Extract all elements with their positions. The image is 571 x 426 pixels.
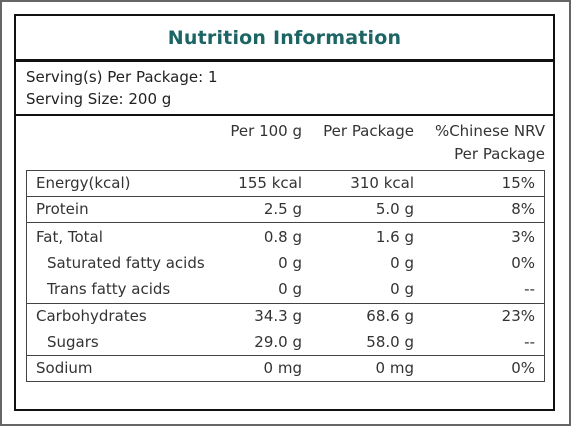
value-per-package: 0 mg [375,359,414,377]
value-per-100g: 0 g [278,280,302,298]
col-header-per-100g: Per 100 g [230,122,302,140]
value-per-package: 5.0 g [375,200,414,218]
row-divider [26,222,545,223]
value-per-package: 1.6 g [375,228,414,246]
row-divider [26,170,545,171]
table-row-energy: Energy(kcal) 155 kcal 310 kcal 15% [26,170,545,196]
value-per-package: 68.6 g [366,307,414,325]
nutrient-table: Energy(kcal) 155 kcal 310 kcal 15% Prote… [26,170,545,382]
table-row-trans-fatty-acids: Trans fatty acids 0 g 0 g -- [26,276,545,302]
table-left-border [26,170,27,382]
serving-info: Serving(s) Per Package: 1 Serving Size: … [26,66,218,110]
value-per-package: 0 g [390,280,414,298]
table-header: Per 100 g Per Package %Chinese NRV Per P… [26,120,545,170]
value-per-package: 58.0 g [366,333,414,351]
value-nrv: 8% [511,200,535,218]
value-per-100g: 34.3 g [254,307,302,325]
nutrient-name: Sodium [36,359,93,377]
row-divider [26,196,545,197]
value-per-100g: 155 kcal [238,174,302,192]
value-nrv: 0% [511,254,535,272]
nutrient-name: Saturated fatty acids [47,254,205,272]
value-per-package: 0 g [390,254,414,272]
value-nrv: 3% [511,228,535,246]
table-right-border [544,170,545,382]
nutrient-name: Sugars [47,333,99,351]
value-per-100g: 0 mg [263,359,302,377]
value-per-100g: 0 g [278,254,302,272]
nutrient-name: Fat, Total [36,228,103,246]
table-row-carbohydrates: Carbohydrates 34.3 g 68.6 g 23% [26,303,545,329]
table-row-sugars: Sugars 29.0 g 58.0 g -- [26,329,545,355]
nutrition-panel: Nutrition Information Serving(s) Per Pac… [14,14,555,411]
row-divider [26,355,545,356]
nutrient-name: Carbohydrates [36,307,147,325]
value-nrv: 15% [501,174,535,192]
table-row-fat-total: Fat, Total 0.8 g 1.6 g 3% [26,224,545,250]
value-per-100g: 2.5 g [263,200,302,218]
table-bottom-border [26,381,545,382]
value-nrv: -- [524,280,535,298]
value-nrv: 23% [501,307,535,325]
title-divider [16,59,553,62]
serving-divider [16,114,553,116]
nutrient-name: Protein [36,200,89,218]
table-row-saturated-fatty-acids: Saturated fatty acids 0 g 0 g 0% [26,250,545,276]
value-per-100g: 0.8 g [263,228,302,246]
col-header-nrv-line1: %Chinese NRV [434,122,545,140]
row-divider [26,303,545,304]
panel-title: Nutrition Information [167,27,402,49]
col-header-per-package: Per Package [323,122,414,140]
col-header-nrv: %Chinese NRV Per Package [416,120,545,166]
serving-size: Serving Size: 200 g [26,90,172,108]
value-per-100g: 29.0 g [254,333,302,351]
nutrient-name: Trans fatty acids [47,280,171,298]
servings-per-package: Serving(s) Per Package: 1 [26,68,218,86]
value-nrv: 0% [511,359,535,377]
table-row-sodium: Sodium 0 mg 0 mg 0% [26,355,545,381]
value-nrv: -- [524,333,535,351]
nutrient-name: Energy(kcal) [36,174,131,192]
col-header-nrv-line2: Per Package [454,145,545,163]
value-per-package: 310 kcal [350,174,414,192]
table-row-protein: Protein 2.5 g 5.0 g 8% [26,196,545,222]
